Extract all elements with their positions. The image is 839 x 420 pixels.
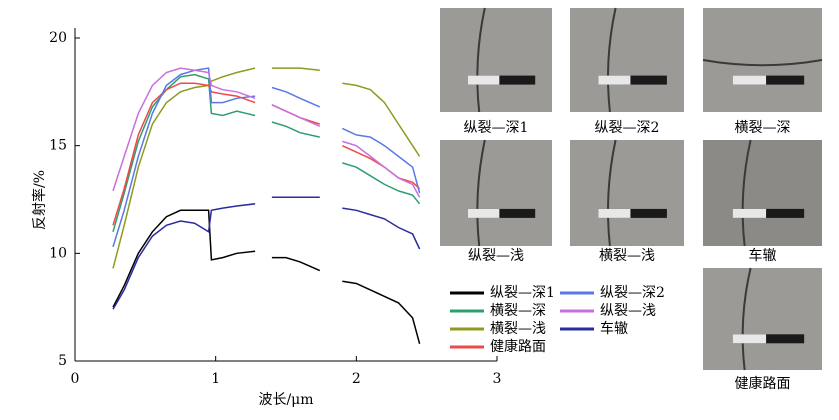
x-tick-label: 1 — [211, 371, 220, 387]
photo-caption: 横裂—深 — [735, 120, 791, 136]
x-tick-label: 2 — [352, 371, 361, 387]
scale-ticks — [732, 208, 767, 218]
photo-caption: 车辙 — [749, 247, 777, 264]
crack — [702, 59, 823, 67]
photo-caption: 纵裂—深1 — [464, 120, 529, 136]
photo-caption: 纵裂—浅 — [468, 248, 524, 264]
y-tick-label: 15 — [49, 138, 67, 154]
y-tick-label: 10 — [49, 245, 67, 261]
scale-ticks — [732, 75, 767, 85]
scale-bar — [598, 75, 667, 85]
photo — [703, 268, 822, 370]
x-tick-label: 0 — [71, 371, 80, 387]
scale-ticks — [732, 334, 767, 344]
legend-label: 纵裂—深1 — [490, 285, 555, 301]
x-tick-label: 3 — [493, 371, 502, 387]
scale-bar — [732, 75, 805, 85]
legend-label: 横裂—深 — [490, 303, 546, 319]
scale-ticks — [468, 208, 500, 218]
y-tick-label: 5 — [58, 353, 67, 369]
crack — [476, 139, 486, 247]
photo — [570, 140, 684, 246]
y-tick-label: 20 — [49, 30, 67, 46]
photo-caption: 健康路面 — [735, 375, 791, 392]
photo — [570, 8, 684, 112]
series-line — [112, 196, 421, 310]
legend-label: 车辙 — [600, 320, 628, 337]
crack — [476, 7, 486, 113]
legend-label: 健康路面 — [490, 338, 546, 355]
legend-label: 纵裂—深2 — [600, 285, 665, 301]
scale-bar — [598, 208, 667, 218]
series-line — [112, 209, 421, 344]
photo — [703, 140, 822, 246]
scale-bar — [468, 75, 536, 85]
crack — [607, 139, 617, 247]
series-line — [112, 67, 421, 198]
series-line — [112, 67, 421, 269]
scale-bar — [732, 334, 805, 344]
y-axis-label: 反射率/% — [31, 170, 48, 230]
photo — [703, 8, 822, 112]
scale-ticks — [598, 208, 631, 218]
photo-caption: 横裂—浅 — [599, 248, 655, 264]
photo-caption: 纵裂—深2 — [595, 120, 660, 136]
x-axis-label: 波长/μm — [258, 392, 313, 408]
photo — [440, 8, 552, 112]
scale-ticks — [598, 75, 631, 85]
photo — [440, 140, 552, 246]
scale-bar — [468, 208, 536, 218]
series-line — [112, 82, 421, 226]
scale-ticks — [468, 75, 500, 85]
scale-bar — [732, 208, 805, 218]
series-line — [112, 73, 421, 233]
crack — [607, 7, 617, 113]
crack — [741, 139, 752, 247]
crack — [741, 267, 752, 371]
series-line — [112, 67, 421, 248]
legend-label: 纵裂—浅 — [600, 303, 656, 319]
legend-label: 横裂—浅 — [490, 321, 546, 337]
